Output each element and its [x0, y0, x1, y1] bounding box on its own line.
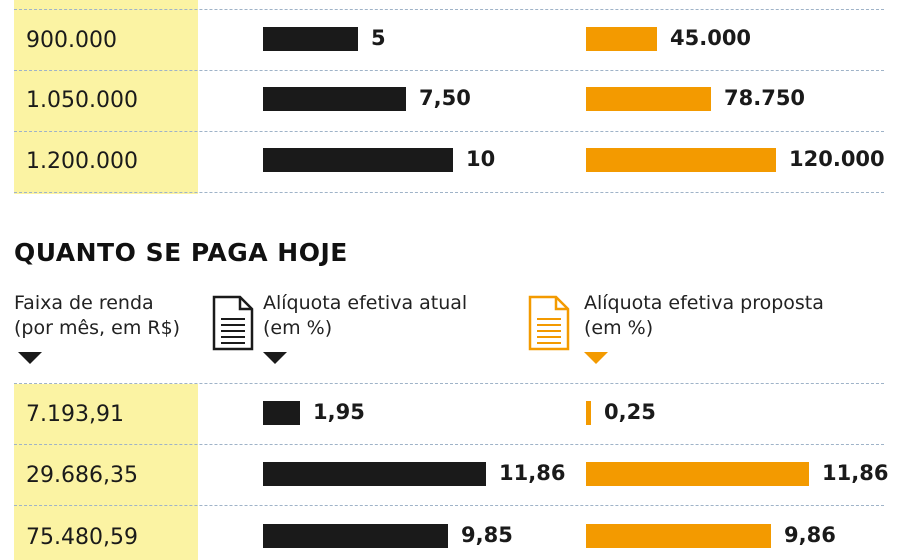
- document-icon: [212, 295, 254, 351]
- bar-value-label: 10: [466, 147, 496, 171]
- column-header-line: Faixa de renda: [14, 292, 154, 314]
- column-header-income: Faixa de renda (por mês, em R$): [14, 291, 180, 341]
- bar-atual: [263, 87, 406, 111]
- column-header-line: Alíquota efetiva proposta: [584, 292, 824, 314]
- bar-proposta: [586, 87, 711, 111]
- bar-proposta: [586, 524, 771, 548]
- income-column-highlight-top: [14, 0, 198, 194]
- row-divider: [14, 383, 884, 384]
- bar-atual: [263, 462, 486, 486]
- income-column-highlight-bottom: [14, 384, 198, 560]
- column-header-line: Alíquota efetiva atual: [263, 292, 468, 314]
- bar-atual: [263, 148, 453, 172]
- row-divider: [14, 505, 884, 506]
- bar-value-label: 11,86: [499, 461, 566, 485]
- row-divider: [14, 70, 884, 71]
- down-arrow-icon: [584, 352, 608, 364]
- row-divider: [14, 444, 884, 445]
- row-divider: [14, 192, 884, 193]
- bar-value-label: 1,95: [313, 400, 365, 424]
- income-value: 900.000: [26, 28, 117, 53]
- bar-value-label: 9,85: [461, 523, 513, 547]
- bar-atual: [263, 27, 358, 51]
- down-arrow-icon: [263, 352, 287, 364]
- bar-atual: [263, 524, 448, 548]
- bar-value-label: 78.750: [724, 86, 806, 110]
- column-header-line: (em %): [584, 317, 654, 339]
- bar-value-label: 7,50: [419, 86, 471, 110]
- bar-value-label: 45.000: [670, 26, 752, 50]
- column-header-proposta: Alíquota efetiva proposta (em %): [584, 291, 824, 341]
- column-header-line: (por mês, em R$): [14, 317, 181, 339]
- income-value: 1.200.000: [26, 149, 138, 174]
- bar-proposta: [586, 462, 809, 486]
- bar-value-label: 11,86: [822, 461, 889, 485]
- bar-value-label: 9,86: [784, 523, 836, 547]
- row-divider: [14, 9, 884, 10]
- row-divider: [14, 131, 884, 132]
- bar-proposta: [586, 148, 776, 172]
- income-value: 75.480,59: [26, 525, 138, 550]
- income-value: 29.686,35: [26, 463, 138, 488]
- section-title: QUANTO SE PAGA HOJE: [14, 238, 348, 267]
- bar-value-label: 0,25: [604, 400, 656, 424]
- bar-proposta: [586, 27, 657, 51]
- column-header-atual: Alíquota efetiva atual (em %): [263, 291, 467, 341]
- bar-atual: [263, 401, 300, 425]
- income-value: 7.193,91: [26, 402, 124, 427]
- document-icon: [528, 295, 570, 351]
- bar-value-label: 5: [371, 26, 386, 50]
- column-header-line: (em %): [263, 317, 333, 339]
- bar-value-label: 120.000: [789, 147, 885, 171]
- bar-proposta: [586, 401, 591, 425]
- income-value: 1.050.000: [26, 88, 138, 113]
- down-arrow-icon: [18, 352, 42, 364]
